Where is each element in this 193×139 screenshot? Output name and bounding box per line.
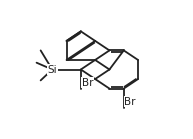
Text: Br: Br: [81, 78, 93, 88]
Text: Si: Si: [47, 64, 57, 75]
Text: Br: Br: [124, 97, 136, 107]
